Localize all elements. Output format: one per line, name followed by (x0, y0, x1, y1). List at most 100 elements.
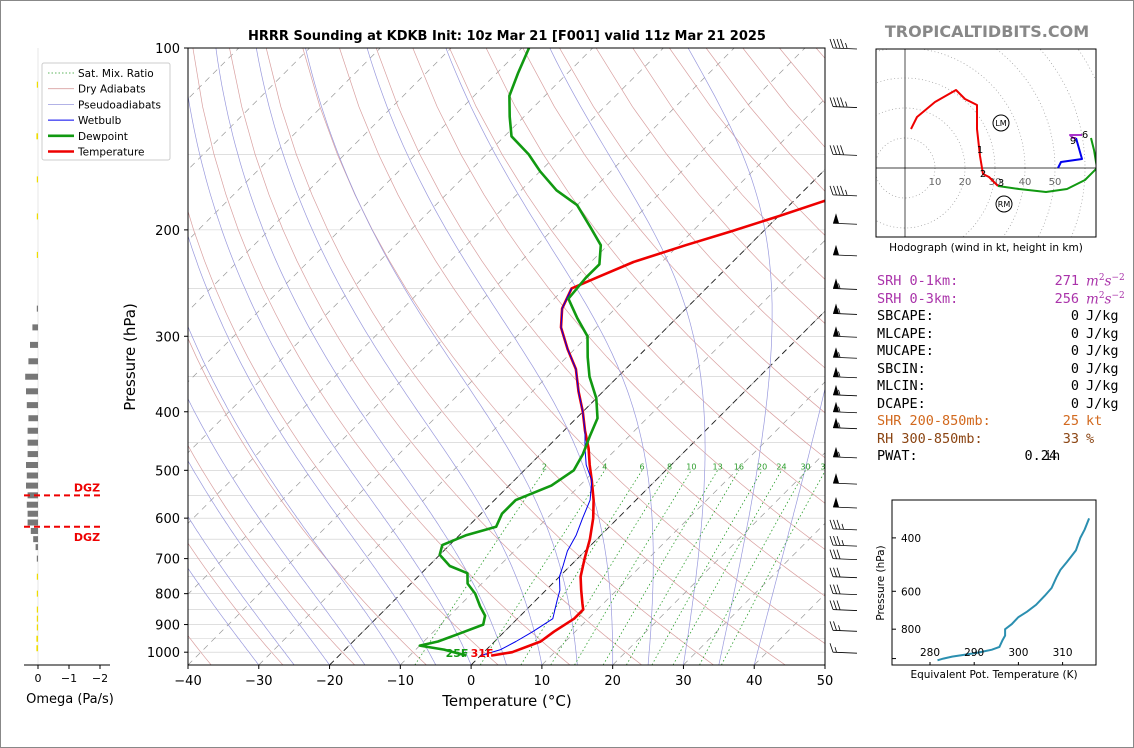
wind-barb-staff (832, 427, 858, 430)
pseudoadiabat-line (445, 48, 654, 665)
dry-adiabat-line (229, 48, 643, 665)
isotherm-line (683, 522, 825, 665)
mixing-ratio-line (602, 470, 718, 665)
wind-barb-pennant (833, 473, 839, 484)
parameter-unit-part: −2 (1111, 273, 1125, 283)
wind-barb-flag (829, 97, 834, 107)
x-tick-label: −40 (174, 674, 201, 689)
y-tick-label: 800 (155, 588, 180, 603)
parameter-label: RH 300-850mb: (877, 430, 983, 447)
legend-entry: Temperature (77, 147, 145, 159)
wind-barb-flag (836, 97, 841, 107)
theta-e-panel: 280 290 300 310 400 600 800 Equivalent Pot. Tem… (875, 499, 1097, 681)
site-watermark: TROPICALTIDBITS.COM (885, 22, 1089, 41)
pseudoadiabat-line (188, 234, 437, 665)
y-tick-label: 600 (155, 512, 180, 527)
parameter-unit-part: m (1086, 273, 1099, 290)
omega-bar (26, 472, 38, 479)
omega-bar (36, 645, 38, 652)
hodograph-segment (1069, 134, 1082, 139)
wind-barb-flag (829, 643, 834, 653)
pseudoadiabat-line (305, 48, 578, 665)
wind-barb-flag (833, 97, 837, 107)
wind-barb-pennant (833, 347, 839, 358)
legend-entry: Pseudoadiabats (78, 99, 161, 111)
y-tick-label: 300 (155, 330, 180, 345)
wind-barb-flag (829, 145, 834, 155)
theta-e-x-tick-label: 300 (1008, 647, 1028, 659)
isotherm-line (612, 452, 825, 665)
theta-e-x-label: Equivalent Pot. Temperature (K) (910, 669, 1077, 681)
omega-bar (26, 402, 38, 409)
wind-barb-flag (833, 549, 837, 559)
omega-bar (27, 492, 38, 499)
parameter-unit: J/kg (1086, 343, 1119, 359)
parameter-unit: J/kg (1086, 308, 1119, 324)
mixing-ratio-label: 24 (776, 462, 786, 471)
dgz-label: DGZ (74, 531, 100, 544)
dry-adiabat-line (188, 210, 499, 665)
pseudoadiabat-line (255, 48, 543, 665)
wind-barb-flag (840, 145, 844, 155)
theta-e-area (937, 518, 1091, 662)
parameter-value: 0 (1070, 343, 1079, 359)
wind-barb-flag (838, 451, 841, 457)
chart-title: HRRR Sounding at KDKB Init: 10z Mar 21 [… (248, 29, 766, 44)
parameter-value: 25 (1062, 413, 1079, 429)
hodograph-segment (997, 137, 1096, 193)
pseudoadiabat-line (188, 398, 366, 665)
parameter-value: 271 (1054, 273, 1079, 289)
wind-barb-staff (832, 222, 858, 225)
wind-barb-staff (832, 456, 858, 459)
mixing-ratio-label: 6 (640, 462, 645, 471)
wind-barb (829, 38, 858, 50)
wind-barb-pennant (833, 384, 839, 395)
dry-adiabat-line (339, 48, 825, 644)
wind-barb-pennant (833, 366, 839, 377)
skewt-plot-area: 2 4 6 8 10 13 16 20 24 30 36 (188, 48, 825, 665)
parameter-unit: m2s−2 (1086, 273, 1125, 290)
wind-barb-staff (832, 356, 858, 359)
parameter-unit: J/kg (1086, 360, 1119, 377)
omega-bar (33, 536, 38, 543)
wind-barb-flag (833, 38, 837, 49)
storm-motion-marker (995, 195, 1013, 213)
zero-isotherm-line (470, 310, 825, 665)
wind-barb-flag (838, 625, 841, 631)
wind-barb-staff (832, 153, 858, 156)
pseudoadiabat-line (549, 48, 706, 665)
parameter-value: 0.24 (1024, 448, 1057, 464)
wind-barb-flag (829, 621, 834, 631)
wind-barb-staff (832, 335, 858, 338)
wind-barb-flag (840, 97, 844, 107)
y-axis-label: Pressure (hPa) (121, 303, 139, 411)
wind-barb (832, 401, 858, 414)
parameter-row: SHR 200-850mb: 25 kt (877, 413, 1117, 430)
dry-adiabat-line (188, 337, 427, 665)
hodograph-height-label: 6 (1082, 130, 1088, 141)
wind-barb-flag (838, 389, 841, 395)
theta-e-x-tick-label: 310 (1053, 647, 1073, 659)
wind-barb-staff (832, 482, 858, 485)
wind-barb-pennant (833, 278, 839, 289)
parameter-unit-part: 2 (1098, 290, 1105, 301)
omega-bar (36, 635, 38, 642)
parameter-value: 33 (1062, 430, 1079, 447)
parameter-value: 0 (1070, 308, 1079, 324)
wind-barb-flag (833, 621, 837, 631)
x-axis-label: Temperature (°C) (441, 692, 571, 710)
omega-bar (36, 133, 38, 140)
wind-barb-flag (836, 38, 841, 49)
pseudoadiabat-line (687, 48, 773, 665)
mixing-ratio-label: 13 (713, 462, 723, 471)
isotherm-line (188, 48, 523, 383)
wetbulb-line (480, 288, 593, 657)
parameter-unit: kt (1086, 413, 1103, 429)
y-tick-label: 900 (155, 619, 180, 634)
mixing-ratio-line (699, 470, 806, 665)
y-tick-label: 500 (155, 464, 180, 479)
minus20-isotherm-line (329, 168, 825, 665)
parameter-row: DCAPE: 0 J/kg (877, 396, 1119, 413)
omega-panel: DGZ DGZ 0 −1 −2 Omega (Pa/s) (24, 48, 114, 707)
